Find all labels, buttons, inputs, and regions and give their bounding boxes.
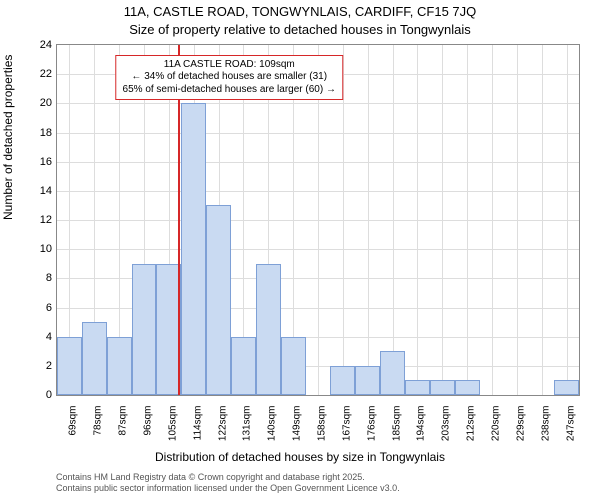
- x-tick-label: 149sqm: [292, 406, 303, 456]
- y-tick-label: 22: [12, 68, 52, 80]
- x-tick-label: 247sqm: [565, 406, 576, 456]
- histogram-bar: [455, 380, 480, 395]
- histogram-bar: [405, 380, 430, 395]
- annotation-line: ← 34% of detached houses are smaller (31…: [123, 71, 336, 84]
- x-tick-label: 176sqm: [366, 406, 377, 456]
- x-tick-label: 238sqm: [540, 406, 551, 456]
- histogram-bar: [430, 380, 455, 395]
- x-tick-label: 185sqm: [391, 406, 402, 456]
- x-tick-label: 87sqm: [118, 406, 129, 456]
- x-tick-label: 96sqm: [143, 406, 154, 456]
- gridline-v: [517, 45, 518, 395]
- gridline-v: [442, 45, 443, 395]
- x-tick-label: 105sqm: [167, 406, 178, 456]
- x-tick-label: 203sqm: [441, 406, 452, 456]
- x-tick-label: 69sqm: [68, 406, 79, 456]
- y-tick-label: 4: [12, 331, 52, 343]
- histogram-bar: [231, 337, 256, 395]
- x-tick-label: 229sqm: [515, 406, 526, 456]
- annotation-line: 11A CASTLE ROAD: 109sqm: [123, 59, 336, 72]
- x-tick-label: 122sqm: [217, 406, 228, 456]
- gridline-v: [343, 45, 344, 395]
- histogram-bar: [107, 337, 132, 395]
- histogram-bar: [355, 366, 380, 395]
- y-tick-label: 12: [12, 214, 52, 226]
- annotation-line: 65% of semi-detached houses are larger (…: [123, 84, 336, 97]
- histogram-bar: [281, 337, 306, 395]
- gridline-v: [467, 45, 468, 395]
- credits: Contains HM Land Registry data © Crown c…: [56, 472, 400, 494]
- credits-line2: Contains public sector information licen…: [56, 483, 400, 494]
- histogram-bar: [256, 264, 281, 395]
- y-tick-label: 20: [12, 97, 52, 109]
- y-tick-label: 14: [12, 185, 52, 197]
- y-tick-label: 10: [12, 243, 52, 255]
- gridline-v: [393, 45, 394, 395]
- y-tick-label: 24: [12, 39, 52, 51]
- histogram-bar: [82, 322, 107, 395]
- x-tick-label: 194sqm: [416, 406, 427, 456]
- x-tick-label: 220sqm: [491, 406, 502, 456]
- x-tick-label: 78sqm: [93, 406, 104, 456]
- x-tick-label: 131sqm: [242, 406, 253, 456]
- histogram-bar: [132, 264, 157, 395]
- credits-line1: Contains HM Land Registry data © Crown c…: [56, 472, 400, 483]
- histogram-bar: [380, 351, 405, 395]
- histogram-bar: [330, 366, 355, 395]
- plot-area: 11A CASTLE ROAD: 109sqm← 34% of detached…: [56, 44, 580, 396]
- x-tick-label: 158sqm: [317, 406, 328, 456]
- x-tick-label: 212sqm: [466, 406, 477, 456]
- gridline-v: [542, 45, 543, 395]
- histogram-bar: [554, 380, 579, 395]
- gridline-v: [492, 45, 493, 395]
- y-tick-label: 2: [12, 360, 52, 372]
- x-tick-label: 167sqm: [341, 406, 352, 456]
- chart-title-line1: 11A, CASTLE ROAD, TONGWYNLAIS, CARDIFF, …: [0, 4, 600, 19]
- y-tick-label: 0: [12, 389, 52, 401]
- histogram-bar: [206, 205, 231, 395]
- x-tick-label: 140sqm: [267, 406, 278, 456]
- x-tick-label: 114sqm: [192, 406, 203, 456]
- annotation-box: 11A CASTLE ROAD: 109sqm← 34% of detached…: [116, 55, 343, 101]
- gridline-v: [368, 45, 369, 395]
- histogram-bar: [181, 103, 206, 395]
- y-tick-label: 16: [12, 156, 52, 168]
- gridline-v: [567, 45, 568, 395]
- y-tick-label: 18: [12, 127, 52, 139]
- y-tick-label: 6: [12, 302, 52, 314]
- chart-title-line2: Size of property relative to detached ho…: [0, 22, 600, 37]
- histogram-bar: [57, 337, 82, 395]
- gridline-v: [417, 45, 418, 395]
- y-tick-label: 8: [12, 272, 52, 284]
